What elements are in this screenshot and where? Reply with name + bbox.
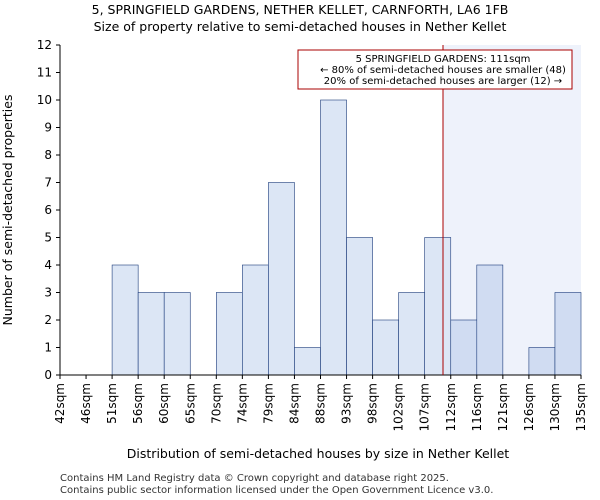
bar-79sqm bbox=[268, 182, 295, 376]
footer: Contains HM Land Registry data © Crown c… bbox=[60, 473, 493, 496]
y-tick-label-10: 10 bbox=[37, 93, 52, 107]
bar-56sqm bbox=[137, 292, 165, 376]
y-tick-label-4: 4 bbox=[44, 258, 52, 272]
axes-layer bbox=[56, 44, 582, 379]
bar-130sqm bbox=[554, 292, 582, 376]
x-tick-label-65sqm: 65sqm bbox=[183, 383, 197, 424]
bar-112sqm bbox=[450, 319, 478, 376]
y-tick-label-8: 8 bbox=[44, 148, 52, 162]
y-tick-label-11: 11 bbox=[37, 66, 52, 80]
footer-line1: Contains HM Land Registry data © Crown c… bbox=[60, 473, 449, 484]
x-tick-label-84sqm: 84sqm bbox=[287, 383, 301, 424]
x-tick-label-112sqm: 112sqm bbox=[444, 383, 458, 431]
x-tick-label-126sqm: 126sqm bbox=[522, 383, 536, 431]
footer-line2: Contains public sector information licen… bbox=[60, 484, 494, 496]
bar-107sqm bbox=[424, 237, 452, 376]
x-tick-label-56sqm: 56sqm bbox=[131, 383, 145, 424]
chart-title-line1: 5, SPRINGFIELD GARDENS, NETHER KELLET, C… bbox=[91, 2, 509, 17]
annotation-box bbox=[297, 49, 573, 90]
bars-layer bbox=[111, 99, 582, 376]
bar-102sqm bbox=[398, 292, 425, 376]
x-tick-label-107sqm: 107sqm bbox=[418, 383, 432, 431]
y-tick-label-0: 0 bbox=[44, 368, 52, 382]
y-tick-label-3: 3 bbox=[44, 286, 52, 300]
x-tick-label-93sqm: 93sqm bbox=[340, 383, 354, 424]
y-axis-title: Number of semi-detached properties bbox=[0, 95, 15, 326]
y-tick-label-7: 7 bbox=[44, 176, 52, 190]
x-tick-label-42sqm: 42sqm bbox=[53, 383, 67, 424]
x-tick-label-98sqm: 98sqm bbox=[366, 383, 380, 424]
y-tick-label-6: 6 bbox=[44, 203, 52, 217]
x-tick-label-79sqm: 79sqm bbox=[261, 383, 275, 424]
x-tick-label-135sqm: 135sqm bbox=[574, 383, 588, 431]
x-tick-label-88sqm: 88sqm bbox=[314, 383, 328, 424]
bar-126sqm bbox=[528, 347, 556, 376]
bar-88sqm bbox=[320, 99, 347, 376]
bar-98sqm bbox=[372, 319, 399, 376]
y-tick-label-2: 2 bbox=[44, 313, 52, 327]
annotation-layer: 5 SPRINGFIELD GARDENS: 111sqm ← 80% of s… bbox=[297, 49, 573, 90]
bar-116sqm bbox=[476, 264, 504, 376]
bar-84sqm bbox=[294, 347, 321, 376]
x-tick-label-46sqm: 46sqm bbox=[79, 383, 93, 424]
x-tick-label-70sqm: 70sqm bbox=[209, 383, 223, 424]
x-tick-label-121sqm: 121sqm bbox=[496, 383, 510, 431]
y-tick-label-9: 9 bbox=[44, 121, 52, 135]
annotation-line3: 20% of semi-detached houses are larger (… bbox=[324, 76, 562, 87]
bar-93sqm bbox=[346, 237, 373, 376]
y-tick-label-12: 12 bbox=[37, 38, 52, 52]
y-tick-label-1: 1 bbox=[44, 341, 52, 355]
bar-70sqm bbox=[216, 292, 243, 376]
x-tick-label-116sqm: 116sqm bbox=[470, 383, 484, 431]
annotation-line1: 5 SPRINGFIELD GARDENS: 111sqm bbox=[356, 54, 531, 65]
bar-60sqm bbox=[163, 292, 191, 376]
chart-title: 5, SPRINGFIELD GARDENS, NETHER KELLET, C… bbox=[0, 1, 600, 35]
bar-74sqm bbox=[242, 264, 269, 376]
x-tick-label-74sqm: 74sqm bbox=[235, 383, 249, 424]
x-tick-label-60sqm: 60sqm bbox=[157, 383, 171, 424]
x-axis-title: Distribution of semi-detached houses by … bbox=[127, 446, 509, 461]
x-tick-label-102sqm: 102sqm bbox=[392, 383, 406, 431]
annotation-line2: ← 80% of semi-detached houses are smalle… bbox=[320, 65, 566, 76]
x-tick-label-130sqm: 130sqm bbox=[548, 383, 562, 431]
x-tick-label-51sqm: 51sqm bbox=[105, 383, 119, 424]
bar-51sqm bbox=[111, 264, 139, 376]
chart-title-line2: Size of property relative to semi-detach… bbox=[93, 19, 507, 34]
y-tick-label-5: 5 bbox=[44, 231, 52, 245]
